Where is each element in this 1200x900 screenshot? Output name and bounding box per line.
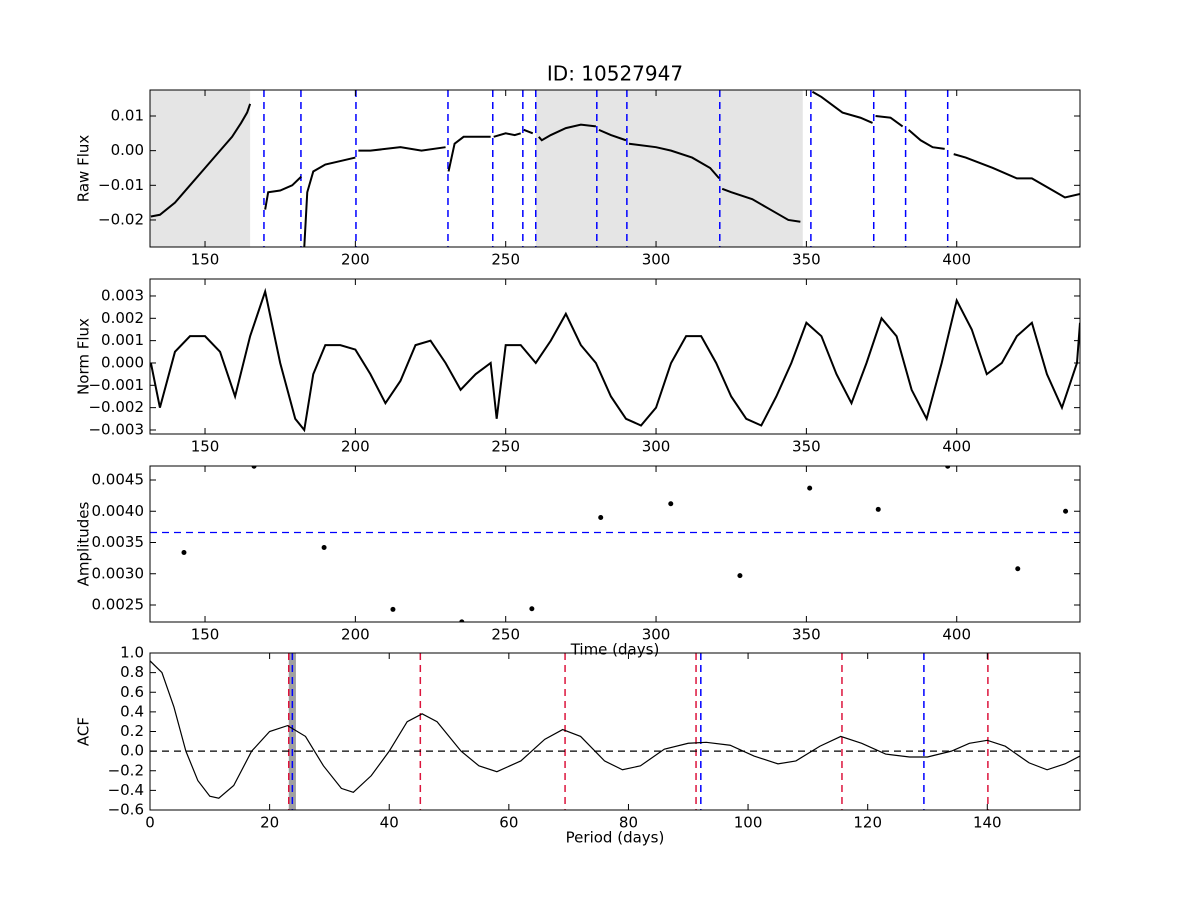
- plot-area: [150, 653, 1080, 810]
- x-tick-label: 250: [491, 438, 520, 456]
- x-tick-label: 60: [499, 814, 518, 832]
- plot-area: [150, 466, 1080, 622]
- data-line: [150, 660, 1080, 799]
- axes-frame: [149, 465, 1081, 623]
- x-tick-label: 120: [853, 814, 882, 832]
- x-tick-label: 350: [792, 626, 821, 644]
- data-point: [390, 606, 396, 612]
- x-tick-label: 300: [642, 251, 671, 269]
- y-tick-label: 0.003: [101, 286, 144, 304]
- x-tick-label: 20: [260, 814, 279, 832]
- y-tick-label: 0.000: [101, 353, 144, 371]
- y-tick-label: −0.02: [98, 210, 144, 228]
- y-tick-label: 0.6: [120, 683, 144, 701]
- data-point: [529, 606, 535, 612]
- x-tick-label: 0: [145, 814, 155, 832]
- data-point: [737, 573, 743, 579]
- x-axis-label: Time (days): [570, 641, 660, 659]
- y-tick-label: −0.6: [108, 801, 144, 819]
- y-tick-label: 0.01: [111, 106, 144, 124]
- axes-frame: [149, 89, 1081, 248]
- y-tick-label: −0.2: [108, 761, 144, 779]
- x-tick-label: 150: [191, 251, 220, 269]
- x-tick-label: 40: [380, 814, 399, 832]
- y-tick-label: 0.0045: [92, 471, 145, 489]
- x-tick-label: 400: [942, 251, 971, 269]
- x-tick-label: 400: [942, 626, 971, 644]
- x-tick-label: 300: [642, 626, 671, 644]
- data-line: [150, 287, 1080, 433]
- data-line: [150, 90, 1080, 247]
- plot-area: [150, 90, 1080, 247]
- data-point: [875, 506, 881, 512]
- y-tick-label: 0.0: [120, 742, 144, 760]
- y-tick-label: 0.001: [101, 331, 144, 349]
- y-tick-label: 0.0030: [92, 564, 145, 582]
- x-tick-label: 250: [491, 626, 520, 644]
- y-tick-label: 0.00: [111, 141, 144, 159]
- data-point: [668, 501, 674, 507]
- y-axis-label: Amplitudes: [75, 501, 93, 586]
- y-axis-label: Raw Flux: [75, 135, 93, 203]
- y-tick-label: 0.2: [120, 722, 144, 740]
- x-tick-label: 100: [734, 814, 763, 832]
- y-tick-label: 1.0: [120, 644, 144, 662]
- data-point: [321, 545, 327, 550]
- x-tick-label: 200: [341, 251, 370, 269]
- y-tick-label: −0.002: [88, 398, 144, 416]
- y-tick-label: 0.002: [101, 309, 144, 327]
- x-tick-label: 80: [619, 814, 638, 832]
- x-tick-label: 350: [792, 438, 821, 456]
- y-tick-label: −0.001: [88, 376, 144, 394]
- data-point: [598, 515, 604, 520]
- data-point: [1015, 566, 1021, 572]
- y-tick-label: 0.0035: [92, 533, 145, 551]
- y-axis-label: Norm Flux: [75, 318, 93, 395]
- plot-area: [150, 287, 1080, 433]
- data-point: [945, 466, 951, 469]
- axes-frame: [149, 278, 1081, 435]
- y-tick-label: −0.01: [98, 176, 144, 194]
- x-tick-label: 400: [942, 438, 971, 456]
- data-point: [459, 619, 465, 622]
- y-tick-label: −0.003: [88, 420, 144, 438]
- x-tick-label: 200: [341, 438, 370, 456]
- y-axis-label: ACF: [75, 717, 93, 746]
- y-tick-label: 0.0040: [92, 502, 145, 520]
- y-tick-label: 0.8: [120, 663, 144, 681]
- shaded-span: [150, 90, 251, 247]
- x-tick-label: 300: [642, 438, 671, 456]
- x-tick-label: 150: [191, 438, 220, 456]
- data-point: [807, 485, 813, 491]
- data-point: [251, 466, 257, 469]
- y-tick-label: 0.4: [120, 702, 144, 720]
- x-tick-label: 140: [973, 814, 1002, 832]
- data-point: [181, 550, 187, 555]
- data-point: [1063, 508, 1069, 514]
- y-tick-label: 0.0025: [92, 596, 145, 614]
- shaded-span: [535, 90, 803, 247]
- x-tick-label: 250: [491, 251, 520, 269]
- x-tick-label: 350: [792, 251, 821, 269]
- x-axis-label: Period (days): [566, 829, 665, 847]
- x-tick-label: 200: [341, 626, 370, 644]
- y-tick-label: −0.4: [108, 781, 144, 799]
- chart-title: ID: 10527947: [547, 62, 683, 86]
- x-tick-label: 150: [191, 626, 220, 644]
